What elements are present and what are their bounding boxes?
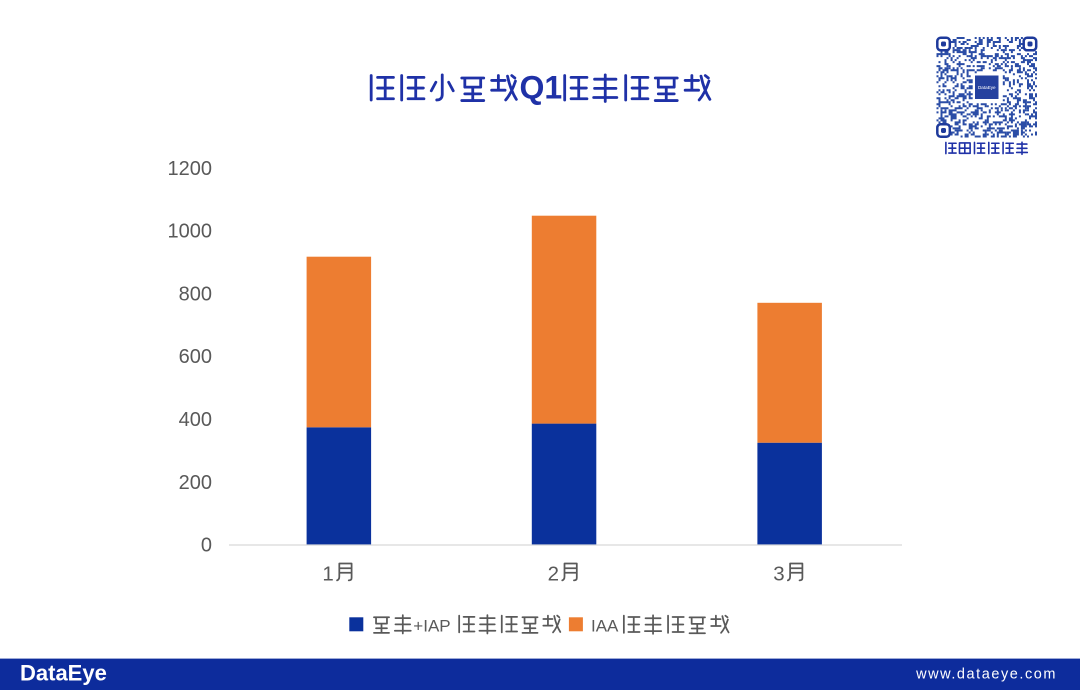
svg-text:3: 3 [773, 563, 784, 586]
svg-text:1: 1 [322, 563, 333, 586]
svg-text:800: 800 [179, 284, 212, 306]
svg-text:IAA: IAA [591, 617, 619, 636]
svg-text:DataEye: DataEye [20, 661, 107, 686]
svg-text:200: 200 [179, 472, 212, 494]
svg-text:1000: 1000 [168, 221, 213, 243]
svg-text:1200: 1200 [168, 158, 213, 180]
svg-text:600: 600 [179, 346, 212, 368]
svg-text:400: 400 [179, 409, 212, 431]
svg-text:0: 0 [201, 535, 212, 557]
svg-text:www.dataeye.com: www.dataeye.com [915, 667, 1057, 683]
svg-text:2: 2 [548, 563, 559, 586]
svg-text:Q1: Q1 [520, 70, 563, 106]
svg-text:DataEye: DataEye [978, 85, 996, 90]
svg-text:+IAP: +IAP [413, 617, 450, 636]
